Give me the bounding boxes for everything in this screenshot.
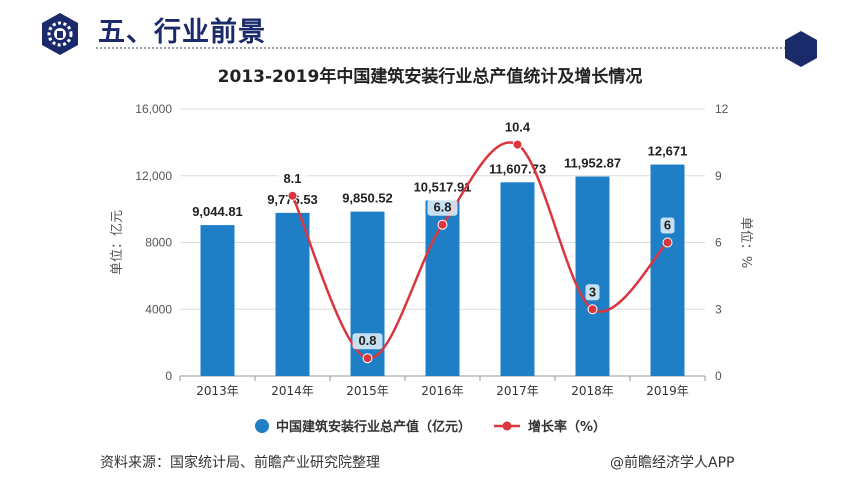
source-note: 资料来源：国家统计局、前瞻产业研究院整理 (100, 455, 380, 471)
growth-point (437, 219, 448, 230)
y-tick-label: 12,000 (135, 169, 172, 183)
y-tick-label: 4000 (145, 302, 172, 316)
credit-note: @前瞻经济学人APP (610, 455, 735, 471)
x-tick-label: 2015年 (346, 384, 389, 398)
growth-value-label: 8.1 (283, 171, 301, 186)
growth-value-label: 6 (664, 218, 671, 233)
y-right-tick-label: 0 (715, 369, 722, 383)
growth-label-bg (277, 170, 308, 187)
growth-line (291, 141, 669, 360)
growth-label-bg (427, 199, 458, 216)
bar-value-label: 11,952.87 (564, 156, 621, 171)
growth-label-bg (352, 333, 383, 350)
growth-value-label: 0.8 (358, 333, 376, 348)
growth-label-bg (498, 119, 537, 136)
legend-bar-label: 中国建筑安装行业总产值（亿元） (276, 419, 471, 435)
growth-label-bg (585, 284, 600, 301)
x-tick-label: 2016年 (421, 384, 464, 398)
growth-point (287, 190, 298, 201)
page-title: 五、行业前景 (98, 17, 266, 48)
y-right-tick-label: 9 (715, 169, 722, 183)
growth-value-label: 6.8 (433, 200, 451, 215)
bar-value-label: 9,044.81 (192, 204, 243, 219)
bar (650, 164, 685, 376)
legend-line-dot (502, 421, 512, 431)
x-tick-label: 2014年 (271, 384, 314, 398)
y-right-tick-label: 12 (715, 102, 729, 116)
growth-point (512, 139, 523, 150)
bar (275, 212, 310, 376)
bar (575, 176, 610, 376)
bar-value-label: 12,671 (648, 144, 688, 159)
y-right-axis-label: 单位：% (738, 217, 753, 268)
y-right-tick-label: 6 (715, 236, 722, 250)
y-axis-label: 单位：亿元 (110, 210, 125, 275)
growth-value-label: 3 (589, 284, 596, 299)
bar-value-label: 9,850.52 (342, 191, 393, 206)
y-tick-label: 0 (165, 369, 172, 383)
chart-title: 2013-2019年中国建筑安装行业总产值统计及增长情况 (217, 67, 643, 87)
y-tick-label: 8000 (145, 236, 172, 250)
legend-line-label: 增长率（%） (528, 419, 606, 435)
page-header: 五、行业前景 (0, 0, 860, 67)
bar (425, 200, 460, 376)
x-tick-label: 2019年 (646, 384, 689, 398)
hexagon-icon (785, 31, 817, 67)
gear-hand-icon (42, 13, 78, 55)
y-tick-label: 16,000 (135, 102, 172, 116)
x-tick-label: 2018年 (571, 384, 614, 398)
growth-point (587, 304, 598, 315)
x-tick-label: 2017年 (496, 384, 539, 398)
growth-value-label: 10.4 (505, 120, 531, 135)
growth-label-bg (660, 217, 675, 234)
bar-value-label: 10,517.91 (414, 179, 472, 194)
bar (200, 225, 235, 376)
x-tick-label: 2013年 (196, 384, 239, 398)
growth-point (362, 353, 373, 364)
legend-bar-marker (255, 419, 269, 433)
header-divider (96, 47, 786, 49)
y-right-tick-label: 3 (715, 302, 722, 316)
bar (500, 182, 535, 376)
growth-point (662, 237, 673, 248)
